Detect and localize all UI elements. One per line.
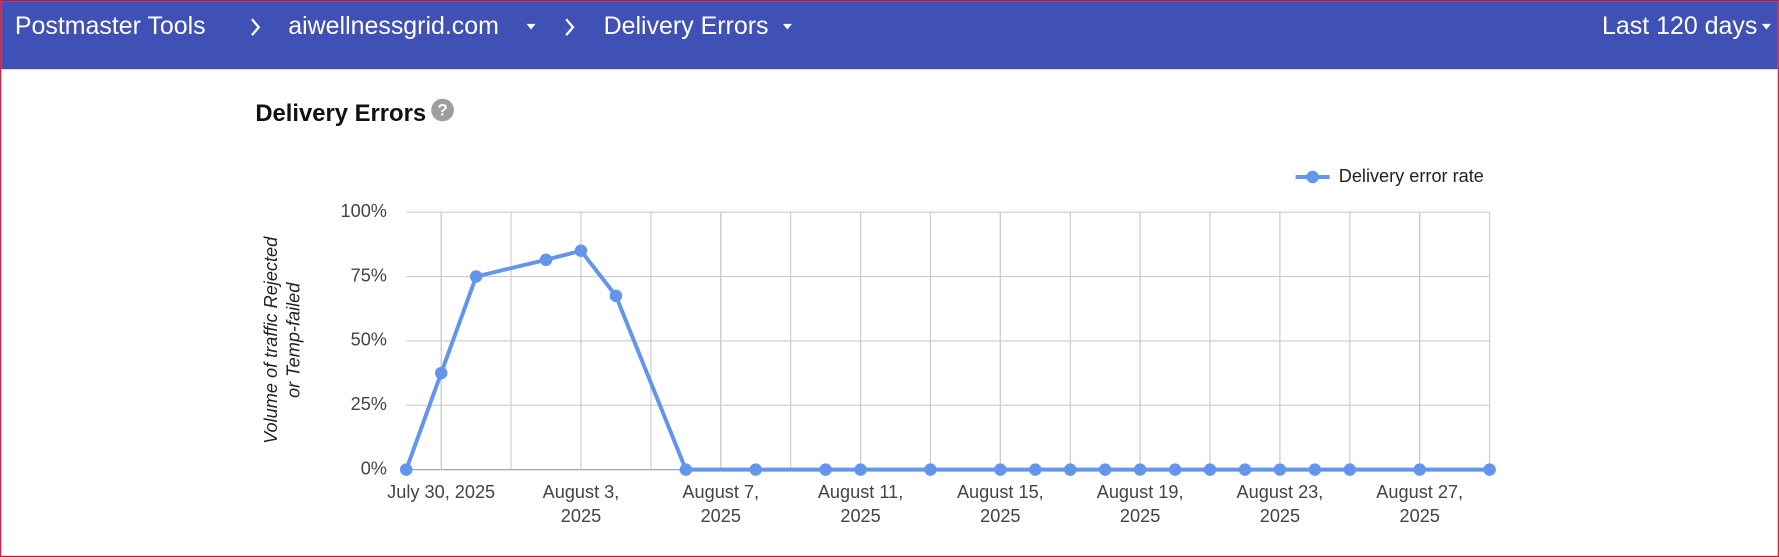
caret — [526, 23, 536, 30]
data-point — [434, 366, 448, 380]
x-tick: August 23, 2025 — [1236, 483, 1324, 527]
x-tick-label: August 3, 2025 — [542, 483, 620, 527]
data-point — [469, 270, 483, 283]
data-point — [539, 253, 553, 267]
data-point — [679, 463, 693, 476]
x-tick-label: August 23, 2025 — [1236, 483, 1324, 527]
data-point — [574, 244, 588, 258]
x-tick-label: August 7, 2025 — [682, 483, 760, 527]
data-point — [1133, 463, 1147, 476]
x-tick-label: August 27, 2025 — [1376, 483, 1464, 527]
y-tick-label: 100% — [341, 201, 387, 221]
x-tick: August 19, 2025 — [1096, 483, 1184, 527]
chevron — [251, 18, 261, 36]
data-point — [1273, 463, 1287, 476]
caret — [1761, 23, 1771, 30]
legend-label: Delivery error rate — [1339, 166, 1484, 186]
chart-title: Delivery Errors — [255, 100, 426, 127]
data-point — [1308, 463, 1322, 476]
x-tick: August 11, 2025 — [817, 483, 904, 527]
data-point — [1098, 463, 1112, 476]
data-point — [749, 463, 762, 476]
y-tick-label: 0% — [361, 458, 387, 478]
data-point — [1238, 463, 1252, 476]
y-tick-label: 25% — [351, 394, 387, 414]
app-name[interactable]: Postmaster Tools — [15, 12, 206, 40]
data-point — [854, 463, 867, 476]
x-tick: August 7, 2025 — [682, 483, 760, 527]
y-tick-label: 50% — [351, 330, 387, 350]
data-point — [819, 463, 832, 476]
range-selector[interactable]: Last 120 days — [1602, 12, 1757, 40]
top-bar — [1, 1, 1778, 70]
data-point — [1063, 463, 1077, 476]
data-point — [924, 463, 937, 476]
help-icon[interactable] — [431, 98, 454, 122]
x-tick-label: August 11, 2025 — [817, 483, 904, 527]
x-tick: July 30, 2025 — [387, 483, 496, 503]
data-point — [1413, 463, 1426, 476]
data-point — [1343, 463, 1357, 476]
data-point — [1029, 463, 1042, 476]
y-axis-title-text: Volume of traffic Rejected or Temp-faile… — [262, 236, 305, 444]
data-point — [1168, 463, 1182, 476]
page-selector[interactable]: Delivery Errors — [604, 12, 769, 40]
x-tick-label: August 15, 2025 — [956, 483, 1044, 527]
data-point — [1203, 463, 1217, 476]
data-point — [399, 463, 413, 476]
y-axis-title: Volume of traffic Rejected or Temp-faile… — [262, 236, 305, 444]
data-point — [1483, 463, 1496, 476]
caret — [782, 23, 792, 30]
chevron — [565, 18, 575, 36]
x-tick: August 15, 2025 — [956, 483, 1044, 527]
x-tick-label: August 19, 2025 — [1096, 483, 1184, 527]
domain-selector[interactable]: aiwellnessgrid.com — [288, 12, 499, 40]
x-tick: August 3, 2025 — [542, 483, 620, 527]
data-point — [994, 463, 1007, 476]
legend-marker — [1306, 170, 1319, 184]
x-tick: August 27, 2025 — [1376, 483, 1464, 527]
x-tick-label: July 30, 2025 — [387, 483, 496, 503]
help-icon-glyph[interactable]: ? — [437, 101, 447, 120]
data-point — [609, 289, 623, 303]
y-tick-label: 75% — [351, 265, 387, 285]
